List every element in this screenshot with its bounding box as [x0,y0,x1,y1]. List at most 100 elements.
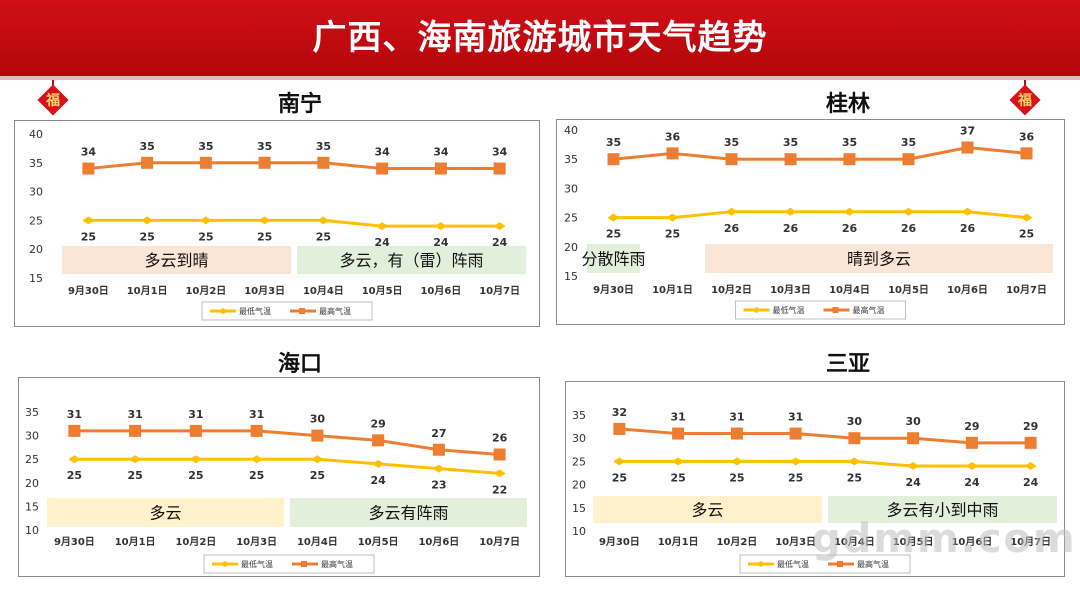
series-line-high [619,427,1031,445]
data-label-high: 31 [127,408,142,421]
legend-label-low: 最低气温 [777,559,809,569]
chart-frame [18,377,540,577]
data-label-high: 34 [492,146,508,159]
x-tick-label: 10月7日 [479,285,520,297]
data-label-low: 25 [127,469,142,482]
data-point-low [258,216,271,225]
data-point-low [902,207,915,216]
y-tick-label: 35 [29,157,43,170]
data-point-high [493,448,506,461]
x-tick-label: 10月5日 [888,284,929,296]
series-line-low [88,218,500,228]
series-line-low [619,459,1031,468]
data-point-low [493,469,506,478]
x-tick-label: 10月1日 [127,285,168,297]
data-point-high [250,424,263,437]
city-title-haikou: 海口 [278,352,323,377]
data-point-low [789,457,802,466]
x-tick-label: 10月3日 [244,285,285,297]
data-point-low [432,464,445,473]
svg-text:福: 福 [1017,92,1032,109]
weather-band-label: 多云有小到中雨 [886,501,998,520]
legend-label-high: 最高气温 [857,559,889,569]
data-label-low: 26 [842,222,858,235]
y-tick-label: 30 [29,186,43,199]
data-label-high: 37 [960,125,975,138]
data-label-high: 30 [310,413,326,426]
data-label-high: 34 [433,146,449,159]
data-label-high: 31 [188,408,203,421]
data-point-low [730,457,743,466]
data-point-high [372,434,385,447]
banner-shadow [0,76,1080,80]
data-label-high: 29 [370,417,385,430]
data-point-high [68,424,81,437]
y-tick-label: 25 [25,453,39,466]
legend-marker-high [832,307,839,313]
data-point-low [317,216,330,225]
weather-band-label: 分散阵雨 [581,250,645,269]
data-label-low: 24 [374,236,390,249]
data-label-low: 25 [1019,228,1034,241]
data-point-low [189,455,202,464]
data-label-low: 25 [257,230,272,243]
data-label-low: 25 [606,228,621,241]
data-label-low: 22 [492,483,507,496]
chart-nanning: 15 20 25 30 35 40 多云到晴 多云，有（雷）阵雨 9月30日 10月1日 10月2日… [14,120,540,327]
data-label-high: 30 [905,415,921,428]
fu-ornament-left: 福 [37,80,69,116]
data-label-low: 25 [139,230,154,243]
x-tick-label: 9月30日 [593,284,634,296]
legend-marker-low [220,561,230,567]
y-tick-label: 30 [572,432,586,445]
legend-label-high: 最高气温 [321,559,353,569]
data-label-high: 35 [842,136,857,149]
data-label-low: 25 [188,469,203,482]
data-point-high [493,162,506,175]
x-tick-label: 10月3日 [236,536,277,548]
chart-frame [14,120,540,327]
x-tick-label: 10月2日 [175,536,216,548]
y-tick-label: 10 [25,524,39,537]
data-label-low: 25 [670,471,685,484]
legend-box [203,554,375,574]
weather-band [297,246,526,274]
data-point-low [199,216,212,225]
weather-band-label: 多云 [149,504,181,523]
data-point-high [82,162,95,175]
x-tick-label: 10月5日 [362,285,403,297]
data-label-low: 24 [905,476,921,489]
data-point-high [317,156,330,169]
data-point-high [1024,436,1037,449]
data-label-low: 24 [492,236,508,249]
data-point-low [843,207,856,216]
chart-sanya: 10 15 20 25 30 35 多云 多云有小到中雨 9月30日 10月1日 10月2日 10月3… [565,381,1065,577]
x-tick-label: 10月3日 [770,284,811,296]
y-tick-label: 20 [25,477,39,490]
data-label-low: 23 [431,479,446,492]
data-point-high [129,424,142,437]
data-point-high [725,153,738,166]
y-tick-label: 15 [25,500,39,513]
series-line-high [88,161,500,171]
legend-box [739,554,911,574]
x-tick-label: 10月4日 [297,536,338,548]
svg-text:福: 福 [45,92,60,109]
data-label-high: 30 [847,415,863,428]
legend-label-low: 最低气温 [239,306,271,316]
data-label-low: 26 [901,222,917,235]
y-tick-label: 20 [29,243,43,256]
x-tick-label: 10月1日 [652,284,693,296]
legend-label-low: 最低气温 [241,559,273,569]
data-point-low [907,462,920,471]
data-point-low [613,457,626,466]
data-label-high: 31 [670,411,685,424]
data-label-low: 26 [724,222,740,235]
x-tick-label: 9月30日 [54,536,95,548]
x-tick-label: 10月4日 [834,536,875,548]
data-point-high [258,156,271,169]
data-point-high [907,432,920,445]
data-point-low [372,459,385,468]
series-line-high [74,429,500,456]
data-label-high: 26 [492,431,508,444]
